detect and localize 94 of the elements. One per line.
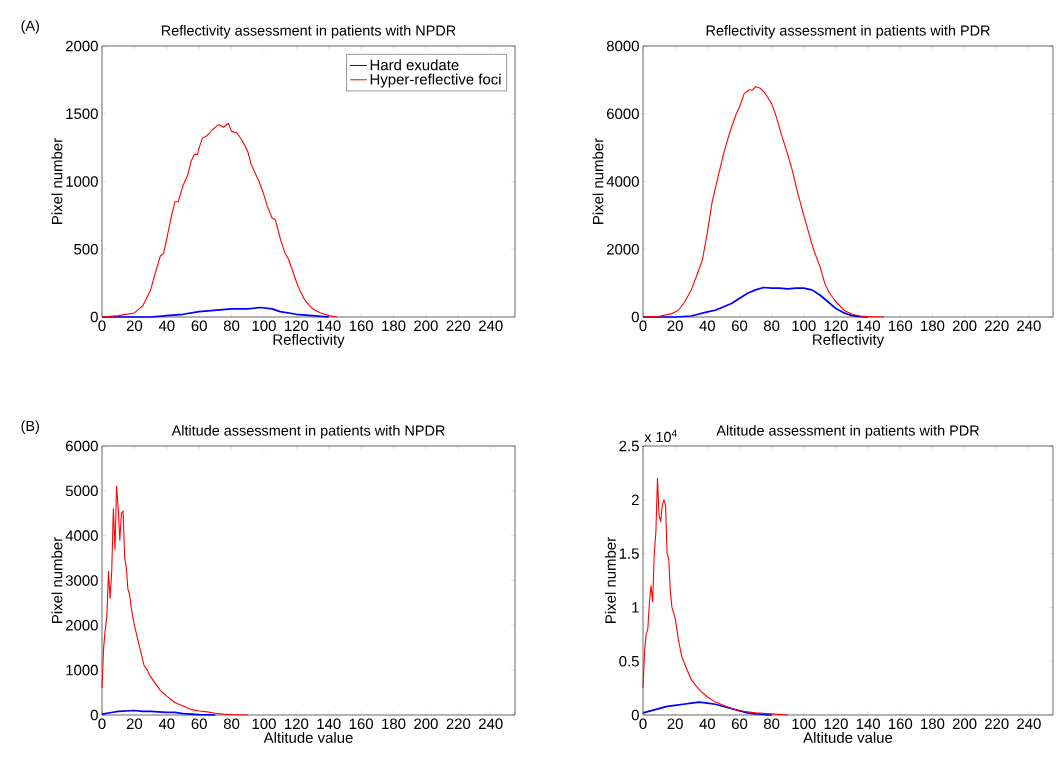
y-tick-label: 8000 <box>606 40 639 52</box>
x-tick-label: 180 <box>382 320 406 332</box>
chart-title: Altitude assessment in patients with NPDR <box>171 425 445 439</box>
x-tick-label: 120 <box>824 320 848 332</box>
x-tick-label: 240 <box>479 320 503 332</box>
line-series <box>642 477 789 716</box>
x-axis-title: Reflectivity <box>813 333 885 348</box>
x-tick-label: 160 <box>349 320 374 332</box>
x-tick-label: 200 <box>414 718 438 730</box>
x-tick-label: 100 <box>252 718 276 730</box>
y-axis-title: Pixel number <box>51 138 63 224</box>
x-tick-label: 120 <box>285 320 309 332</box>
x-tick-label: 220 <box>985 320 1009 332</box>
x-tick-label: 80 <box>223 320 240 332</box>
x-tick-label: 220 <box>446 320 471 332</box>
x-tick-label: 220 <box>985 718 1009 730</box>
x-tick-label: 160 <box>888 718 913 730</box>
y-tick-label: 5000 <box>65 485 98 497</box>
y-tick-label: 4000 <box>65 530 98 541</box>
x-tick-label: 120 <box>824 718 848 730</box>
x-tick-label: 240 <box>1017 718 1041 730</box>
text: (B) <box>21 420 39 434</box>
x-tick-label: 200 <box>414 320 438 332</box>
y-tick-label: 2000 <box>606 243 639 255</box>
x-tick-label: 0 <box>639 320 647 332</box>
chart-title: Reflectivity assessment in patients with PDR <box>706 25 990 39</box>
text: (A) <box>21 20 39 34</box>
x-tick-label: 60 <box>731 320 748 332</box>
x-tick-label: 20 <box>126 718 143 730</box>
x-tick-label: 0 <box>98 320 106 332</box>
y-tick-label: 0 <box>90 311 98 323</box>
y-tick-label: 0 <box>631 709 639 721</box>
x-tick-label: 0 <box>98 718 106 730</box>
x-tick-label: 100 <box>252 320 276 332</box>
y-tick-label: 2000 <box>65 620 98 631</box>
x-tick-label: 60 <box>191 320 207 332</box>
x-tick-label: 80 <box>763 320 780 332</box>
x-tick-label: 100 <box>792 718 816 730</box>
x-tick-label: 160 <box>349 718 374 730</box>
x-tick-label: 80 <box>223 718 240 730</box>
x-tick-label: 40 <box>699 320 716 332</box>
y-tick-label: 3000 <box>65 575 98 586</box>
legend-label: Hyper-reflective foci <box>370 73 501 88</box>
y-axis-title: Pixel number <box>51 537 63 623</box>
x-tick-label: 40 <box>158 320 175 332</box>
x-tick-label: 80 <box>763 718 780 730</box>
y-tick-label: 6000 <box>607 108 639 120</box>
x-tick-label: 100 <box>792 320 816 332</box>
y-tick-label: 1 <box>632 602 639 613</box>
y-tick-label: 0 <box>631 311 639 323</box>
x-tick-label: 140 <box>317 718 341 730</box>
x-axis-title: Altitude value <box>803 731 893 743</box>
x-tick-label: 140 <box>856 718 880 730</box>
y-tick-label: 0 <box>90 709 98 721</box>
x-tick-label: 180 <box>382 718 406 730</box>
x-tick-label: 240 <box>479 718 503 730</box>
y-axis-title: Pixel number <box>592 138 604 224</box>
x-tick-label: 180 <box>921 320 945 332</box>
y-tick-label: 2 <box>631 494 639 506</box>
x-tick-label: 60 <box>191 718 207 730</box>
x-tick-label: 220 <box>446 718 471 730</box>
x-tick-label: 20 <box>667 320 683 332</box>
x-tick-label: 180 <box>921 718 945 730</box>
x-tick-label: 240 <box>1017 320 1041 332</box>
y-tick-label: 2000 <box>65 40 98 52</box>
chart-title: Reflectivity assessment in patients with NPDR <box>161 25 456 39</box>
x-tick-label: 200 <box>952 718 977 730</box>
x-tick-label: 0 <box>639 718 647 730</box>
y-tick-label: 500 <box>74 243 98 255</box>
y-tick-label: 4000 <box>606 176 639 187</box>
x-tick-label: 40 <box>158 718 175 730</box>
chart-title: Altitude assessment in patients with PDR <box>716 425 979 439</box>
x-axis-title: Reflectivity <box>273 333 345 348</box>
x-tick-label: 40 <box>699 718 716 730</box>
x-tick-label: 140 <box>856 320 880 332</box>
line-series <box>642 86 885 318</box>
x-tick-label: 160 <box>888 320 913 332</box>
y-tick-label: 1.5 <box>619 548 639 559</box>
x-tick-label: 60 <box>731 718 748 730</box>
y-tick-label: 0.5 <box>619 655 639 667</box>
x-tick-label: 120 <box>285 718 309 730</box>
y-tick-label: 6000 <box>66 440 98 452</box>
x-tick-label: 20 <box>667 718 683 730</box>
x-tick-label: 200 <box>952 320 977 332</box>
y-tick-label: 2.5 <box>619 440 639 452</box>
x-axis-title: Altitude value <box>263 731 353 743</box>
y-tick-label: 1000 <box>66 176 98 187</box>
x-tick-label: 140 <box>317 320 341 332</box>
y-tick-label: 1500 <box>66 108 98 120</box>
x-tick-label: 20 <box>126 320 143 332</box>
y-axis-title: Pixel number <box>604 537 616 623</box>
y-tick-label: 1000 <box>66 664 98 676</box>
legend-label: Hard exudate <box>370 59 459 71</box>
text: x 10$^{4}$ <box>644 429 677 443</box>
